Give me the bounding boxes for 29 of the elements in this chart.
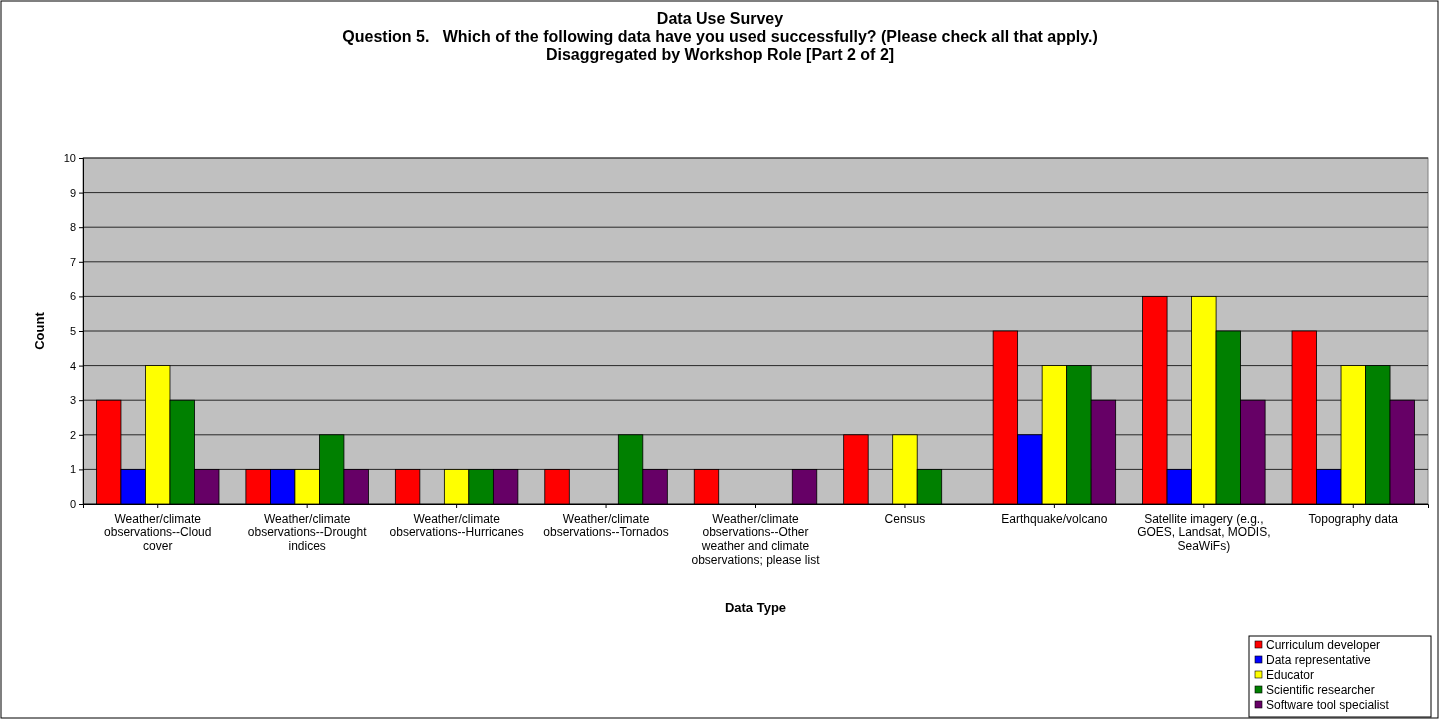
- x-tick-label: Satellite imagery (e.g., GOES, Landsat, MODIS, SeaWiFs): [1137, 511, 1271, 554]
- y-tick-label: 4: [69, 359, 76, 372]
- y-tick-label: 3: [69, 394, 76, 407]
- y-tick-label: 5: [69, 325, 76, 338]
- y-tick-label: 7: [69, 255, 76, 268]
- legend-label: Educator: [1266, 668, 1315, 682]
- y-tick-label: 0: [69, 498, 76, 511]
- x-axis-title: Data Type: [724, 600, 787, 615]
- x-tick-label: Earthquake/volcano: [1001, 511, 1108, 526]
- x-tick-label: Census: [884, 511, 926, 526]
- x-tick-label: Weather/climate observations--Other weather and climate observations; please list: [691, 511, 821, 567]
- chart-subtitle: Question 5. Which of the following data have you used successfully? (Please check all that apply.) Disaggregated by Workshop Role [Part 2 of 2]: [342, 28, 1098, 63]
- y-tick-label: 8: [69, 221, 76, 234]
- y-tick-label: 1: [69, 463, 76, 476]
- y-tick-label: 6: [69, 290, 76, 303]
- x-tick-label: Weather/climate observations--Hurricanes: [389, 511, 524, 540]
- chart-title: Data Use Survey: [656, 10, 784, 27]
- y-tick-label: 2: [69, 428, 76, 441]
- legend-label: Data representative: [1266, 653, 1372, 667]
- legend-label: Scientific researcher: [1266, 683, 1375, 697]
- y-tick-label: 9: [69, 186, 76, 199]
- x-tick-label: Weather/climate observations--Tornados: [543, 511, 669, 540]
- x-tick-label: Weather/climate observations--Cloud cover: [104, 511, 212, 554]
- x-tick-label: Topography data: [1308, 511, 1399, 526]
- legend-label: Software tool specialist: [1266, 698, 1390, 712]
- legend-label: Curriculum developer: [1266, 638, 1381, 652]
- y-tick-label: 10: [63, 152, 76, 165]
- y-axis-title: Count: [32, 311, 47, 350]
- x-tick-label: Weather/climate observations--Drought indices: [247, 511, 368, 554]
